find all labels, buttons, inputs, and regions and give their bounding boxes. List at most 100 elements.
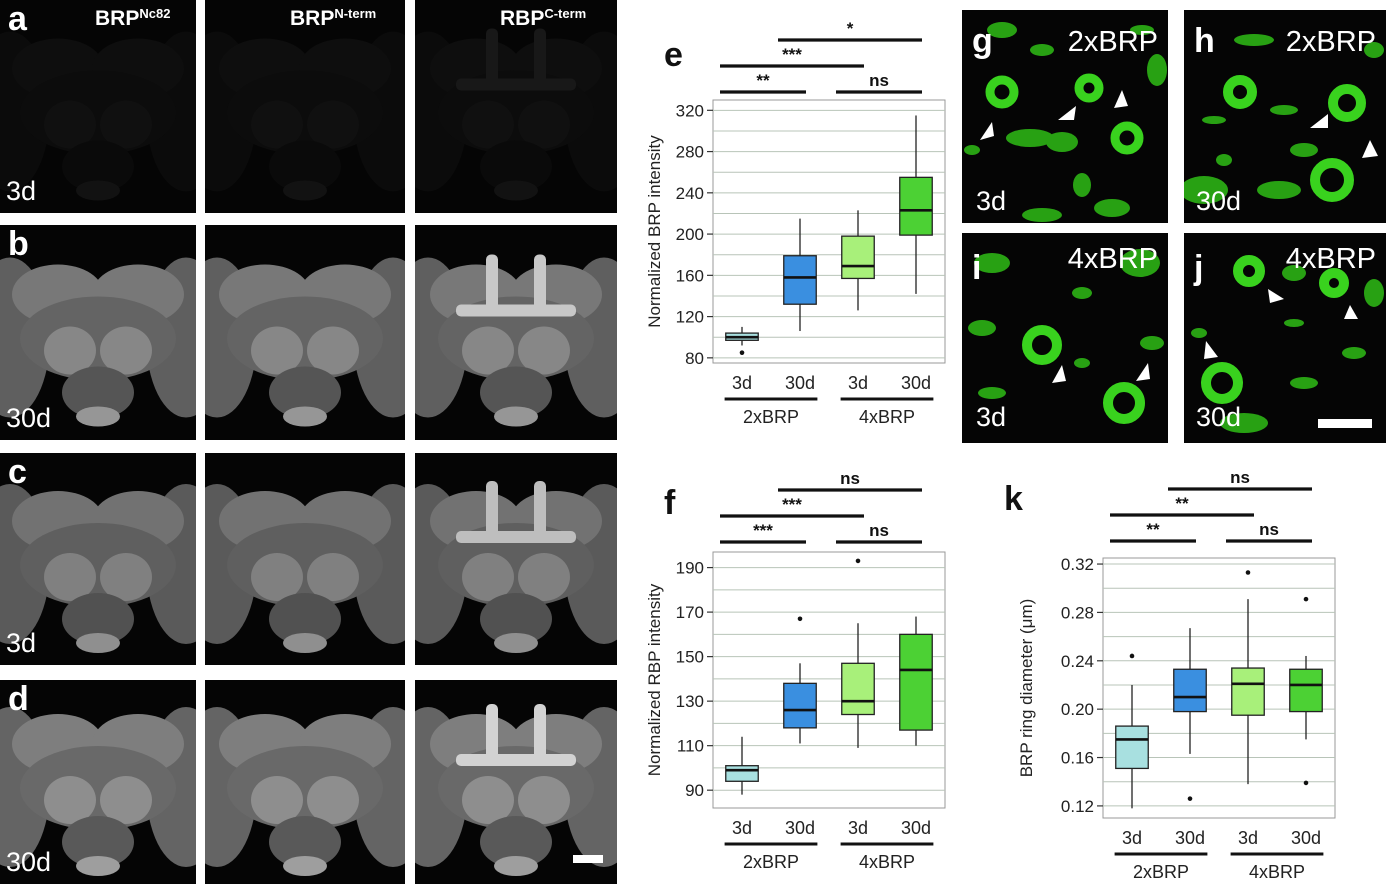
y-axis-label: Normalized RBP intensity: [645, 583, 664, 776]
outlier-point: [1245, 570, 1251, 575]
box: [899, 633, 933, 731]
x-tick-label: 30d: [1175, 828, 1205, 848]
column-header-brp-n-term: BRPN-term: [290, 6, 377, 30]
box-3: [899, 616, 933, 746]
genotype-label: 2xBRP: [1285, 26, 1376, 58]
panel-label-f: f: [664, 484, 676, 522]
significance-label: ns: [1259, 520, 1279, 539]
y-tick-label: 80: [685, 349, 704, 368]
box: [1289, 668, 1323, 713]
age-label: 3d: [6, 628, 37, 658]
age-label: 3d: [976, 186, 1007, 216]
box-1: [783, 218, 817, 332]
brain-image: c 3d: [0, 453, 196, 665]
micrograph-h: h 2xBRP 30d: [1184, 10, 1386, 223]
x-tick-label: 3d: [732, 818, 752, 838]
brain-image: [205, 680, 405, 884]
brain-image: a 3d: [0, 0, 196, 213]
significance-label: ***: [782, 495, 802, 514]
group-label: 4xBRP: [859, 407, 915, 427]
box: [783, 682, 817, 729]
panel-label-a: a: [8, 0, 27, 38]
x-tick-label: 3d: [1238, 828, 1258, 848]
genotype-label: 4xBRP: [1067, 243, 1158, 275]
scale-bar: [573, 855, 603, 863]
x-tick-label: 30d: [901, 818, 931, 838]
brain-image: [415, 680, 617, 884]
puncta-image-i: [968, 249, 1164, 424]
brain-image: [205, 225, 405, 440]
group-label: 2xBRP: [743, 407, 799, 427]
puncta-image-j: [1191, 255, 1384, 433]
brain-image: [205, 453, 405, 665]
age-label: 30d: [1196, 186, 1242, 216]
outlier-point: [739, 350, 745, 355]
outlier-point: [855, 558, 861, 564]
y-tick-label: 0.16: [1061, 749, 1094, 768]
arrowhead-icon: [1114, 90, 1128, 108]
brain-image: [415, 0, 617, 213]
outlier-point: [1187, 796, 1193, 801]
significance-label: **: [1175, 494, 1189, 513]
brain-scan: [205, 257, 405, 427]
puncta-image-h: [1184, 34, 1384, 204]
box: [899, 176, 933, 236]
outlier-point: [1303, 780, 1309, 786]
box: [725, 765, 759, 782]
box-2: [841, 210, 875, 311]
y-axis-label: Normalized BRP intensity: [645, 135, 664, 328]
brain-image: b 30d: [0, 225, 196, 440]
outlier-point: [1303, 596, 1309, 602]
column-header-rbp-c-term: RBPC-term: [500, 6, 587, 30]
y-tick-label: 150: [676, 648, 704, 667]
age-label: 3d: [976, 402, 1007, 432]
brain-scan: [415, 704, 617, 876]
box: [841, 662, 875, 716]
brain-scan: [415, 481, 617, 653]
significance-label: ***: [782, 45, 802, 64]
micrograph-j: j 4xBRP 30d: [1184, 233, 1386, 443]
group-label: 2xBRP: [743, 852, 799, 872]
chart-k: 0.12 0.16 0.20 0.24 0.28 0.32 BRP ring diamete…: [1017, 468, 1336, 882]
panel-label-c: c: [8, 453, 27, 491]
brain-scan: [415, 254, 617, 427]
group-label: 2xBRP: [1133, 862, 1189, 882]
y-axis-label: BRP ring diameter (μm): [1017, 599, 1036, 778]
age-label: 30d: [6, 847, 52, 877]
genotype-label: 2xBRP: [1067, 26, 1158, 58]
significance-label: ***: [753, 521, 773, 540]
significance-label: ns: [869, 71, 889, 90]
y-tick-label: 130: [676, 692, 704, 711]
brain-scan: [0, 707, 196, 876]
y-tick-label: 280: [676, 143, 704, 162]
outlier-point: [1129, 653, 1135, 659]
brain-image: [415, 453, 617, 665]
x-tick-label: 3d: [1122, 828, 1142, 848]
brain-image: [205, 0, 405, 213]
brain-scan: [0, 257, 196, 427]
x-tick-label: 30d: [1291, 828, 1321, 848]
micrograph-i: i 4xBRP 3d: [962, 233, 1168, 443]
panel-label-i: i: [972, 249, 982, 287]
x-tick-label: 30d: [785, 373, 815, 393]
y-tick-label: 0.12: [1061, 797, 1094, 816]
panel-label-g: g: [972, 22, 993, 60]
y-tick-label: 0.32: [1061, 555, 1094, 574]
box-1: [783, 616, 817, 744]
x-tick-label: 30d: [901, 373, 931, 393]
x-tick-label: 3d: [848, 818, 868, 838]
brain-scan: [205, 31, 405, 201]
y-tick-label: 190: [676, 559, 704, 578]
significance-label: ns: [1230, 468, 1250, 487]
box: [1115, 725, 1149, 770]
group-label: 4xBRP: [859, 852, 915, 872]
panel-label-e: e: [664, 36, 683, 74]
box-2: [841, 558, 875, 748]
genotype-label: 4xBRP: [1285, 243, 1376, 275]
box-1: [1173, 628, 1207, 801]
brain-scan: [205, 484, 405, 653]
box-0: [725, 326, 759, 355]
significance-label: ns: [840, 469, 860, 488]
